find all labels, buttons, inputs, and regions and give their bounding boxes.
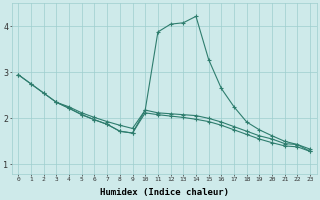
X-axis label: Humidex (Indice chaleur): Humidex (Indice chaleur) [100,188,229,197]
